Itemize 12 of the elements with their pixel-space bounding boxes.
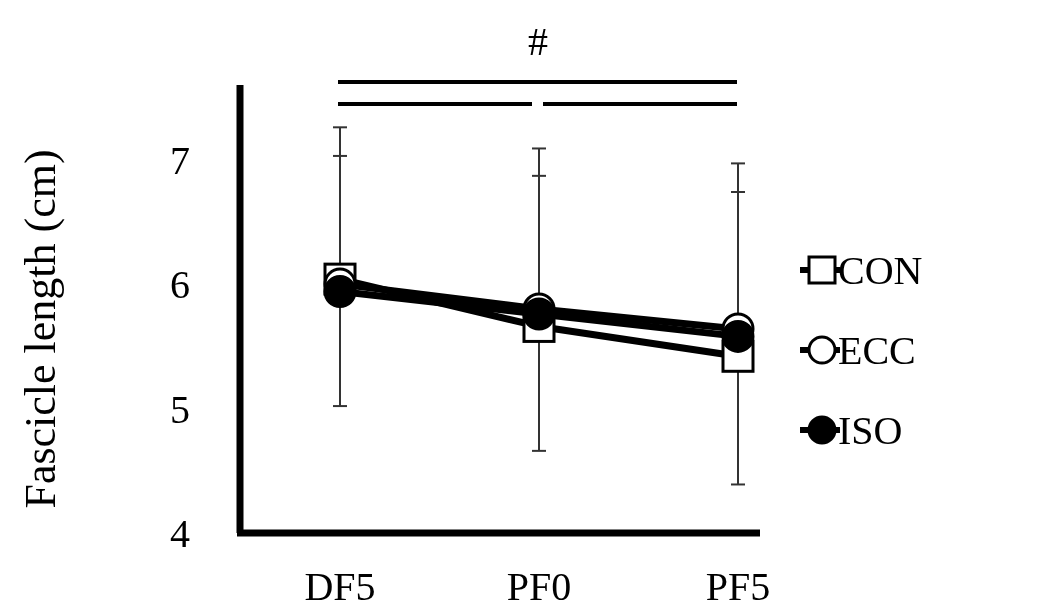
x-tick-label: PF5: [705, 564, 771, 609]
text: #: [528, 19, 548, 64]
legend-label: ISO: [838, 408, 903, 453]
y-tick-label: 4: [170, 511, 190, 556]
y-tick-label: 7: [170, 137, 190, 183]
legend-label: CON: [838, 248, 923, 293]
y-tick-label: 5: [170, 386, 190, 432]
legend-label: ECC: [838, 328, 916, 373]
x-tick-label: DF5: [304, 564, 376, 609]
x-tick-label: PF0: [506, 564, 572, 609]
y-tick-label: 6: [170, 262, 190, 308]
y-axis-title: Fascicle length (cm): [16, 149, 65, 509]
